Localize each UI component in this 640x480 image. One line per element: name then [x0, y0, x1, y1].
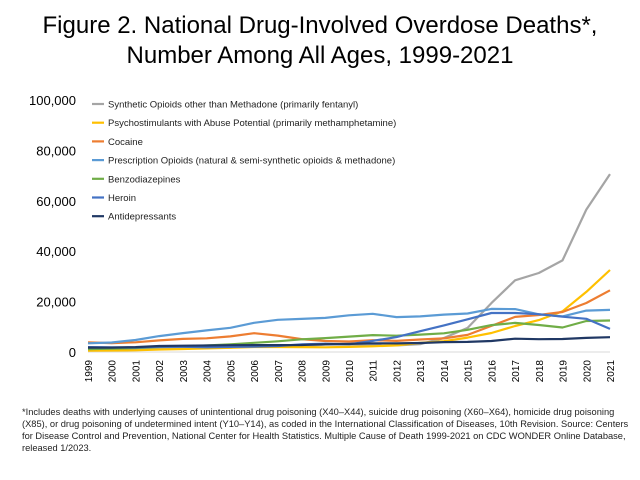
- x-tick-label: 2002: [155, 360, 166, 383]
- y-tick-label: 80,000: [36, 143, 76, 158]
- footnote: *Includes deaths with underlying causes …: [22, 407, 629, 453]
- x-tick-label: 2018: [535, 360, 546, 383]
- legend-label: Heroin: [108, 193, 136, 204]
- legend-label: Antidepressants: [108, 212, 176, 223]
- x-tick-label: 2019: [559, 360, 570, 383]
- y-tick-label: 60,000: [36, 194, 76, 209]
- x-tick-label: 2020: [582, 360, 593, 383]
- x-tick-label: 2016: [487, 360, 498, 383]
- x-tick-label: 2006: [250, 360, 261, 383]
- x-tick-label: 2013: [416, 360, 427, 383]
- x-tick-label: 2017: [511, 360, 522, 383]
- y-tick-label: 40,000: [36, 244, 76, 259]
- x-tick-label: 2008: [298, 360, 309, 383]
- x-tick-label: 2011: [369, 360, 380, 382]
- x-tick-label: 2010: [345, 360, 356, 383]
- x-tick-label: 2000: [108, 360, 119, 383]
- x-tick-label: 2021: [606, 360, 617, 383]
- y-tick-label: 20,000: [36, 295, 76, 310]
- x-tick-label: 2001: [131, 360, 142, 383]
- x-tick-label: 1999: [84, 360, 95, 383]
- x-tick-label: 2004: [203, 360, 214, 383]
- x-tick-label: 2015: [464, 360, 475, 383]
- series-line-3: [87, 307, 611, 345]
- y-tick-label: 0: [69, 345, 76, 360]
- legend-label: Prescription Opioids (natural & semi-syn…: [108, 156, 395, 167]
- series-line-2: [87, 289, 611, 345]
- x-tick-label: 2003: [179, 360, 190, 383]
- legend-label: Benzodiazepines: [108, 174, 181, 185]
- x-tick-label: 2014: [440, 360, 451, 383]
- x-tick-label: 2005: [226, 360, 237, 383]
- x-tick-label: 2007: [274, 360, 285, 383]
- legend-label: Synthetic Opioids other than Methadone (…: [108, 100, 358, 111]
- x-tick-label: 2009: [321, 360, 332, 383]
- series-line-6: [88, 336, 611, 349]
- x-tick-label: 2012: [392, 360, 403, 383]
- y-tick-label: 100,000: [29, 93, 76, 108]
- chart-title-line-1: Figure 2. National Drug-Involved Overdos…: [42, 12, 598, 39]
- legend-label: Cocaine: [108, 137, 143, 148]
- legend-label: Psychostimulants with Abuse Potential (p…: [108, 118, 396, 129]
- chart-title-line-2: Number Among All Ages, 1999-2021: [126, 42, 514, 69]
